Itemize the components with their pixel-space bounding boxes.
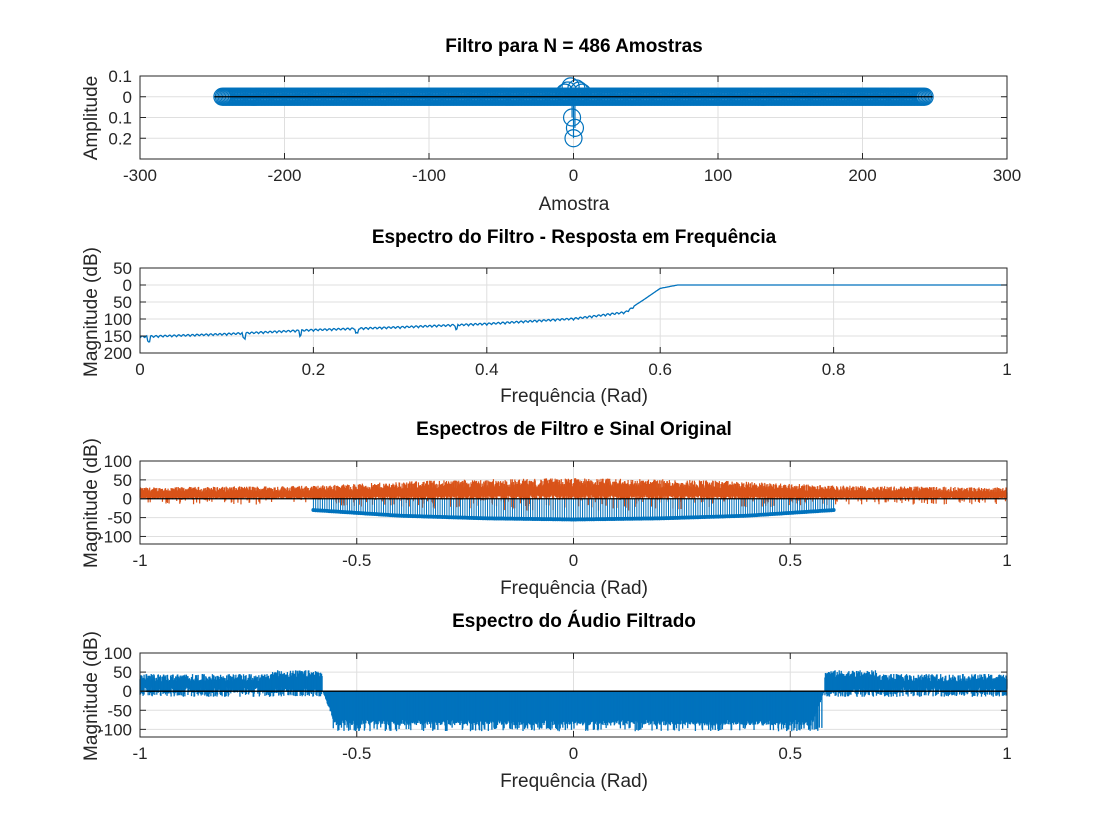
data-layer xyxy=(139,478,1008,522)
x-tick-label: 200 xyxy=(848,166,876,185)
x-tick-label: 0 xyxy=(569,166,578,185)
y-tick-label: 100 xyxy=(104,310,132,329)
chart-title: Espectros de Filtro e Sinal Original xyxy=(416,419,732,440)
y-tick-label: 0 xyxy=(123,88,132,107)
y-axis-label: Magnitude (dB) xyxy=(81,438,102,568)
data-layer xyxy=(139,670,1008,732)
x-tick-label: 1 xyxy=(1002,744,1011,763)
subplot-filter-spectrum: Espectro do Filtro - Resposta em Frequên… xyxy=(81,227,1012,407)
stem-marker xyxy=(565,118,585,137)
x-tick-label: -0.5 xyxy=(342,551,371,570)
x-tick-label: 1 xyxy=(1002,360,1011,379)
x-axis-label: Frequência (Rad) xyxy=(500,578,648,599)
chart-title: Filtro para N = 486 Amostras xyxy=(445,36,702,57)
x-tick-label: 0.4 xyxy=(475,360,499,379)
y-tick-label: 0 xyxy=(123,490,132,509)
y-tick-label: -100 xyxy=(98,720,132,739)
y-tick-label: 0 xyxy=(123,682,132,701)
y-tick-label: 150 xyxy=(104,327,132,346)
y-axis-label: Amplitude xyxy=(81,76,102,161)
x-tick-label: -300 xyxy=(123,166,157,185)
x-tick-label: 0.5 xyxy=(778,551,802,570)
stem-marker xyxy=(564,129,583,148)
axes-box xyxy=(139,267,1008,354)
y-tick-label: 100 xyxy=(104,644,132,663)
x-tick-label: -100 xyxy=(412,166,446,185)
x-axis-label: Frequência (Rad) xyxy=(500,771,648,792)
x-tick-label: 0 xyxy=(569,551,578,570)
chart-title: Espectro do Áudio Filtrado xyxy=(452,610,696,632)
x-tick-label: 0.5 xyxy=(778,744,802,763)
y-tick-label: 0.1 xyxy=(108,67,132,86)
y-axis-label: Magnitude (dB) xyxy=(81,247,102,377)
y-ticks: 0.100.10.2 xyxy=(108,67,1007,148)
chart-title: Espectro do Filtro - Resposta em Frequên… xyxy=(372,227,777,248)
x-tick-label: -1 xyxy=(132,551,147,570)
stem-marker xyxy=(570,81,589,100)
x-tick-label: 0.2 xyxy=(302,360,326,379)
y-tick-label: 0 xyxy=(123,276,132,295)
x-tick-label: -1 xyxy=(132,744,147,763)
x-tick-label: 0.6 xyxy=(648,360,672,379)
grid-layer xyxy=(139,267,1008,354)
x-tick-label: 0 xyxy=(135,360,144,379)
y-tick-label: -50 xyxy=(107,701,132,720)
x-axis-label: Frequência (Rad) xyxy=(500,386,648,407)
y-tick-label: 50 xyxy=(113,663,132,682)
data-layer xyxy=(213,77,934,148)
y-axis-label: Magnitude (dB) xyxy=(81,631,102,761)
x-ticks: -300 -200 -100 0 100 200 300 xyxy=(123,76,1021,185)
stem-marker xyxy=(562,108,582,127)
y-tick-label: -50 xyxy=(107,509,132,528)
y-tick-label: 200 xyxy=(104,344,132,363)
filter-spectrum-marker xyxy=(831,508,836,513)
x-tick-label: 100 xyxy=(704,166,732,185)
y-tick-label: 50 xyxy=(113,293,132,312)
x-ticks: -1 -0.5 0 0.5 1 xyxy=(132,653,1012,763)
subplot-filter-impulse: Filtro para N = 486 Amostras -300 -200 -10… xyxy=(81,36,1021,215)
y-tick-label: 0.2 xyxy=(108,129,132,148)
x-tick-label: 0.8 xyxy=(822,360,846,379)
y-tick-label: 100 xyxy=(104,452,132,471)
data-layer xyxy=(139,284,1007,343)
x-tick-label: -0.5 xyxy=(342,744,371,763)
subplot-filtered-audio-spectrum: Espectro do Áudio Filtrado -1 -0.5 0 0.5 1 1… xyxy=(81,610,1012,792)
y-tick-label: 50 xyxy=(113,259,132,278)
x-tick-label: 1 xyxy=(1002,551,1011,570)
subplot-filter-and-original-spectra: Espectros de Filtro e Sinal Original -1-… xyxy=(81,419,1012,599)
x-ticks: 0 0.2 0.4 0.6 0.8 1 xyxy=(135,268,1012,379)
y-tick-label: 0.1 xyxy=(108,109,132,128)
x-ticks: -1 -0.5 0 0.5 1 xyxy=(132,461,1012,570)
x-tick-label: 0 xyxy=(569,744,578,763)
stem-marker xyxy=(573,83,592,102)
y-tick-label: -100 xyxy=(98,527,132,546)
frequency-response-line xyxy=(139,284,1007,343)
x-axis-label: Amostra xyxy=(539,194,610,215)
x-tick-label: 300 xyxy=(993,166,1021,185)
x-tick-label: -200 xyxy=(267,166,301,185)
y-tick-label: 50 xyxy=(113,471,132,490)
